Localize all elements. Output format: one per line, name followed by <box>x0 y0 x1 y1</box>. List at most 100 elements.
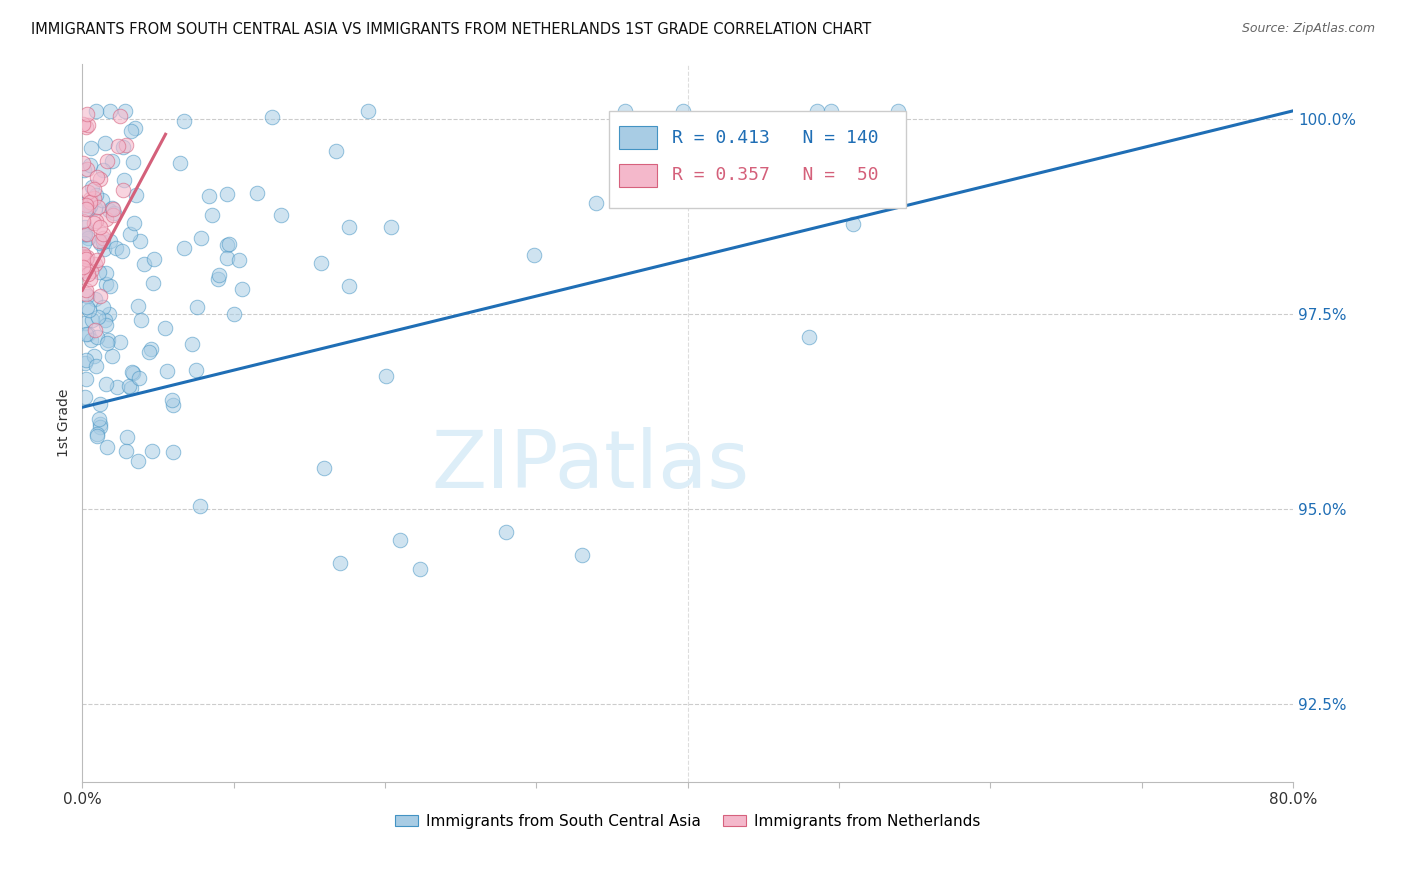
Point <box>184 363 207 377</box>
Point <box>75 283 97 297</box>
Point <box>97 203 120 218</box>
Point <box>495 524 517 539</box>
Point <box>77 267 100 281</box>
Point <box>75 120 97 134</box>
Point <box>80 141 103 155</box>
Point <box>101 202 124 217</box>
Point <box>75 356 97 370</box>
Point <box>94 313 117 327</box>
Point <box>138 345 160 359</box>
Point <box>83 257 105 271</box>
Text: IMMIGRANTS FROM SOUTH CENTRAL ASIA VS IMMIGRANTS FROM NETHERLANDS 1ST GRADE CORR: IMMIGRANTS FROM SOUTH CENTRAL ASIA VS IM… <box>31 22 872 37</box>
Point <box>72 253 94 268</box>
Point <box>94 277 117 291</box>
Point <box>755 116 778 130</box>
Point <box>671 103 693 118</box>
Point <box>797 330 820 344</box>
Point <box>173 114 195 128</box>
Point <box>863 133 886 147</box>
Point <box>73 264 96 278</box>
Point <box>155 321 177 335</box>
Point <box>73 236 96 251</box>
Point <box>105 241 128 255</box>
Point <box>312 461 335 475</box>
Point <box>79 192 101 206</box>
Point <box>118 378 141 392</box>
Point <box>125 187 148 202</box>
Point <box>224 307 246 321</box>
Point <box>127 454 149 468</box>
Point <box>375 368 398 383</box>
Point <box>87 310 110 325</box>
Point <box>169 156 191 170</box>
Point <box>94 211 117 226</box>
Point <box>82 180 104 194</box>
Point <box>89 397 111 411</box>
Point <box>83 349 105 363</box>
Point <box>73 316 96 330</box>
Point <box>76 301 98 315</box>
Text: ZIPatlas: ZIPatlas <box>432 427 749 505</box>
Point <box>208 268 231 283</box>
Point <box>75 219 97 234</box>
Point <box>120 381 142 395</box>
Point <box>614 103 637 118</box>
Point <box>100 234 122 248</box>
Point <box>112 172 135 186</box>
Point <box>94 266 117 280</box>
Point <box>357 103 380 118</box>
Point <box>84 323 107 337</box>
Point <box>76 202 98 217</box>
Point <box>337 219 360 234</box>
Point <box>96 154 118 169</box>
Point <box>72 118 94 132</box>
Point <box>80 264 103 278</box>
Point <box>91 227 114 241</box>
Point <box>93 231 115 245</box>
Point <box>181 336 204 351</box>
Point <box>122 366 145 380</box>
Point <box>337 279 360 293</box>
Point <box>389 533 412 547</box>
Point <box>103 206 125 220</box>
Point <box>128 371 150 385</box>
Legend: Immigrants from South Central Asia, Immigrants from Netherlands: Immigrants from South Central Asia, Immi… <box>389 808 987 835</box>
Point <box>108 109 131 123</box>
Point <box>89 172 111 186</box>
Point <box>75 286 97 301</box>
Point <box>128 234 150 248</box>
Point <box>72 249 94 263</box>
Point <box>101 208 124 222</box>
Point <box>76 289 98 303</box>
Point <box>75 353 97 368</box>
Point <box>201 208 224 222</box>
Point <box>82 313 104 327</box>
Point <box>91 162 114 177</box>
Point <box>97 307 120 321</box>
Point <box>86 253 108 268</box>
Point <box>325 145 347 159</box>
Point <box>96 336 118 351</box>
Point <box>89 417 111 431</box>
Point <box>270 208 292 222</box>
Point <box>117 430 139 444</box>
Point <box>84 214 107 228</box>
Point <box>84 201 107 215</box>
Point <box>83 216 105 230</box>
Point <box>115 138 138 153</box>
Point <box>112 183 135 197</box>
Point <box>409 562 432 576</box>
Point <box>76 227 98 241</box>
Point <box>160 393 183 408</box>
Point <box>87 265 110 279</box>
Point <box>75 252 97 266</box>
Point <box>162 445 184 459</box>
Point <box>72 253 94 268</box>
Point <box>73 196 96 211</box>
Point <box>84 188 107 202</box>
Point <box>114 103 136 118</box>
Point <box>73 228 96 243</box>
Point <box>83 182 105 196</box>
Y-axis label: 1st Grade: 1st Grade <box>58 389 72 457</box>
Point <box>72 247 94 261</box>
